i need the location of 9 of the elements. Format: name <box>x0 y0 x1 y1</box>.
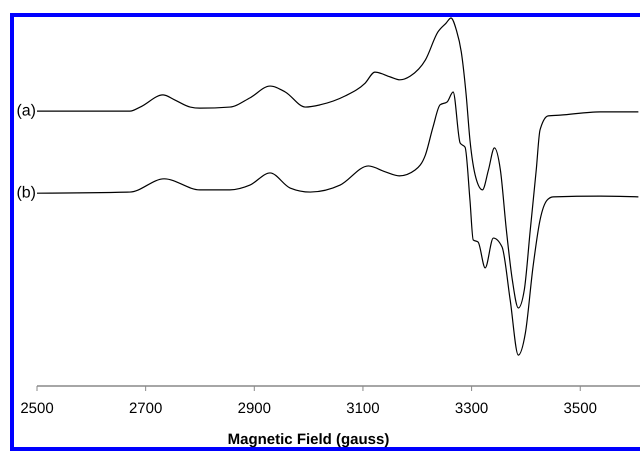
x-tick-label: 2900 <box>238 400 271 417</box>
x-tick-label: 3300 <box>454 400 488 417</box>
x-tick-label: 3100 <box>346 400 380 417</box>
series-label: (b) <box>16 184 36 202</box>
series-label: (a) <box>16 102 36 120</box>
x-axis-title: Magnetic Field (gauss) <box>228 431 390 448</box>
x-tick-label: 3500 <box>564 400 597 417</box>
x-tick-label: 2700 <box>128 400 162 417</box>
x-tick-label: 2500 <box>20 400 54 417</box>
